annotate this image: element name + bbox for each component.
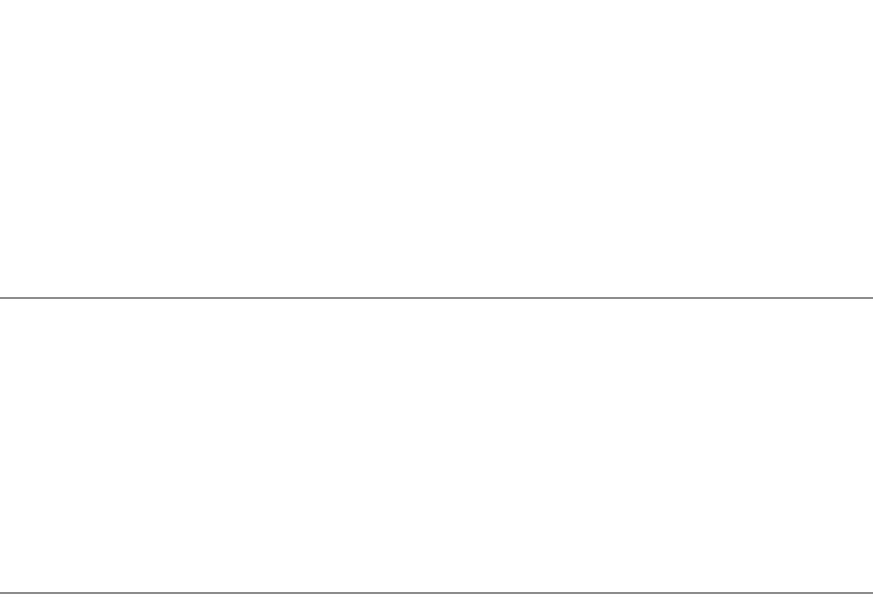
hourly-pivot-chart bbox=[441, 18, 871, 282]
weekly-pivot-chart bbox=[441, 318, 871, 568]
section-divider bbox=[0, 297, 873, 299]
daily-macd-chart bbox=[6, 477, 432, 592]
daily-price-chart bbox=[6, 325, 432, 477]
bottom-divider bbox=[0, 592, 873, 594]
hourly-price-chart bbox=[6, 20, 432, 172]
hourly-macd-chart bbox=[6, 172, 432, 296]
